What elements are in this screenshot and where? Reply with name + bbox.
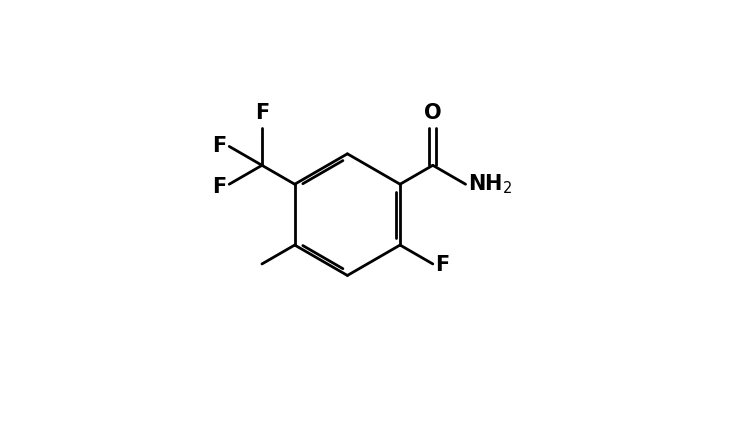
Text: O: O	[424, 102, 441, 122]
Text: F: F	[436, 254, 450, 274]
Text: F: F	[211, 176, 226, 196]
Text: F: F	[255, 103, 269, 123]
Text: F: F	[211, 135, 226, 155]
Text: NH$_2$: NH$_2$	[468, 173, 513, 196]
